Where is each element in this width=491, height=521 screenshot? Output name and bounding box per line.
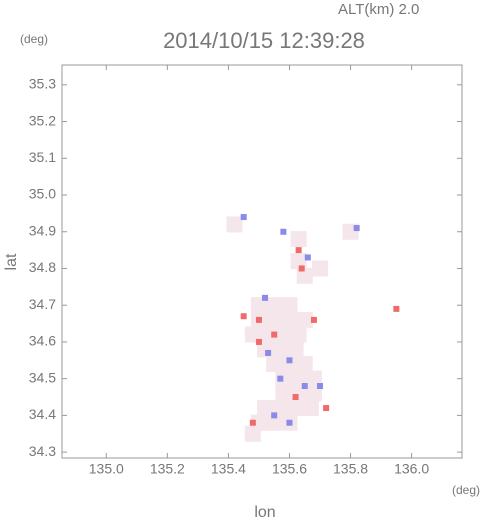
data-point — [275, 370, 292, 387]
data-point — [287, 341, 304, 358]
x-tick-label: 135.8 — [333, 461, 368, 477]
y-tick-label: 34.5 — [29, 369, 56, 385]
y-tick-label: 35.3 — [29, 76, 56, 92]
y-tick-label: 34.3 — [29, 443, 56, 459]
data-point — [257, 400, 274, 417]
data-point — [295, 247, 302, 254]
data-point — [305, 385, 322, 402]
y-tick-label: 34.7 — [29, 296, 56, 312]
y-tick-label: 34.6 — [29, 333, 56, 349]
x-tick-label: 135.6 — [272, 461, 307, 477]
data-point — [296, 267, 313, 284]
data-point — [304, 254, 311, 261]
y-label: lat — [3, 253, 20, 270]
x-tick-label: 135.4 — [211, 461, 246, 477]
y-tick-label: 34.8 — [29, 259, 56, 275]
data-point — [312, 260, 329, 277]
data-point — [393, 305, 400, 312]
data-point — [250, 297, 267, 314]
data-point — [298, 265, 305, 272]
data-point — [275, 385, 292, 402]
data-point — [266, 414, 283, 431]
data-point — [305, 370, 322, 387]
x-tick-label: 135.0 — [89, 461, 124, 477]
data-point — [353, 225, 360, 232]
data-point — [301, 383, 308, 390]
y-unit: (deg) — [20, 32, 48, 46]
data-point — [287, 400, 304, 417]
data-point — [272, 400, 289, 417]
data-point — [277, 375, 284, 382]
x-unit: (deg) — [452, 483, 480, 497]
data-point — [240, 313, 247, 320]
chart-title: 2014/10/15 12:39:28 — [163, 28, 365, 53]
subtitle: ALT(km) 2.0 — [338, 1, 419, 18]
x-tick-label: 135.2 — [150, 461, 185, 477]
data-point — [271, 331, 278, 338]
x-tick-label: 136.0 — [394, 461, 429, 477]
data-point — [244, 326, 261, 343]
data-point — [249, 419, 256, 426]
data-point — [317, 383, 324, 390]
data-point — [290, 370, 307, 387]
data-point — [302, 400, 319, 417]
data-point — [281, 311, 298, 328]
y-tick-label: 35.2 — [29, 112, 56, 128]
data-point — [275, 326, 292, 343]
data-point — [260, 326, 277, 343]
data-point — [290, 326, 307, 343]
y-tick-label: 34.9 — [29, 222, 56, 238]
data-point — [290, 253, 307, 270]
data-point — [290, 231, 307, 248]
data-point — [255, 338, 262, 345]
data-point — [286, 357, 293, 364]
data-point — [265, 349, 272, 356]
data-point — [323, 405, 330, 412]
data-point — [266, 297, 283, 314]
x-label: lon — [254, 504, 275, 521]
data-point — [266, 355, 283, 372]
data-point — [296, 355, 313, 372]
data-point — [272, 341, 289, 358]
data-point — [266, 311, 283, 328]
data-point — [281, 297, 298, 314]
data-point — [286, 419, 293, 426]
data-point — [292, 394, 299, 401]
y-tick-label: 35.0 — [29, 186, 56, 202]
y-tick-label: 34.4 — [29, 406, 56, 422]
y-tick-label: 35.1 — [29, 149, 56, 165]
data-point — [271, 412, 278, 419]
data-point — [262, 294, 269, 301]
data-point — [226, 216, 243, 233]
data-point — [296, 311, 313, 328]
data-point — [255, 316, 262, 323]
data-point — [280, 228, 287, 235]
plot-frame — [61, 64, 463, 459]
data-point — [244, 425, 261, 442]
data-point — [310, 316, 317, 323]
data-point — [281, 355, 298, 372]
data-point — [240, 214, 247, 221]
